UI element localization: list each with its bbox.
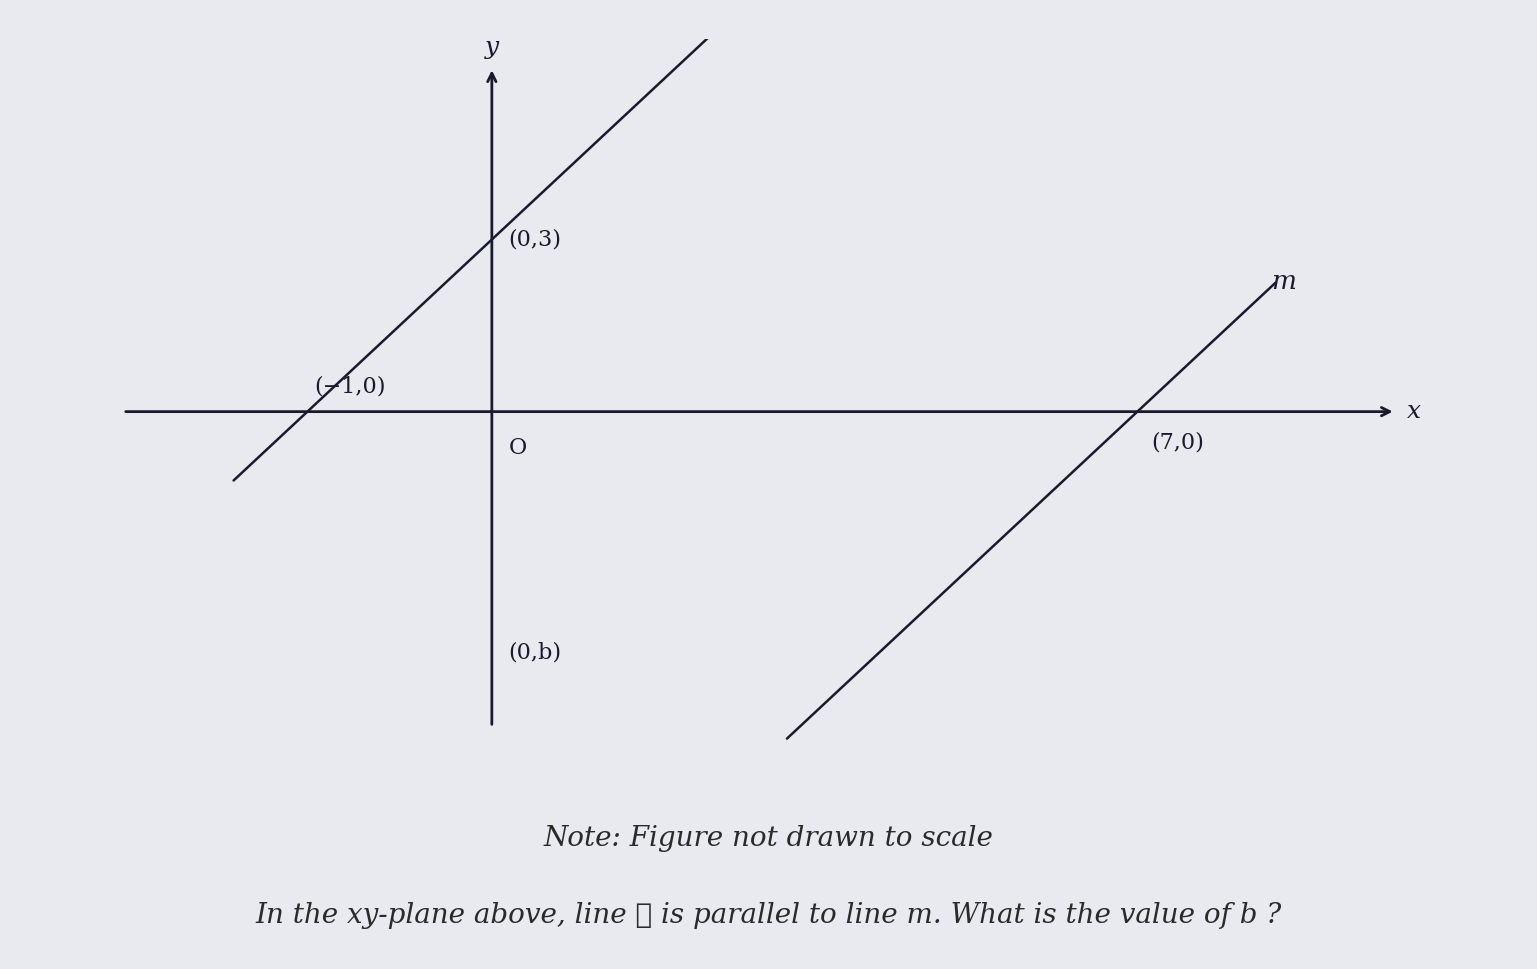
Text: m: m xyxy=(1271,269,1296,294)
Text: O: O xyxy=(509,437,527,459)
Text: (7,0): (7,0) xyxy=(1151,432,1203,453)
Text: In the xy-plane above, line ℓ is parallel to line m. What is the value of b ?: In the xy-plane above, line ℓ is paralle… xyxy=(255,902,1282,929)
Text: y: y xyxy=(484,36,500,59)
Text: (−1,0): (−1,0) xyxy=(314,375,386,397)
Text: (0,3): (0,3) xyxy=(509,229,561,251)
Text: (0,b): (0,b) xyxy=(509,641,561,664)
Text: Note: Figure not drawn to scale: Note: Figure not drawn to scale xyxy=(544,825,993,852)
Text: x: x xyxy=(1406,400,1420,423)
